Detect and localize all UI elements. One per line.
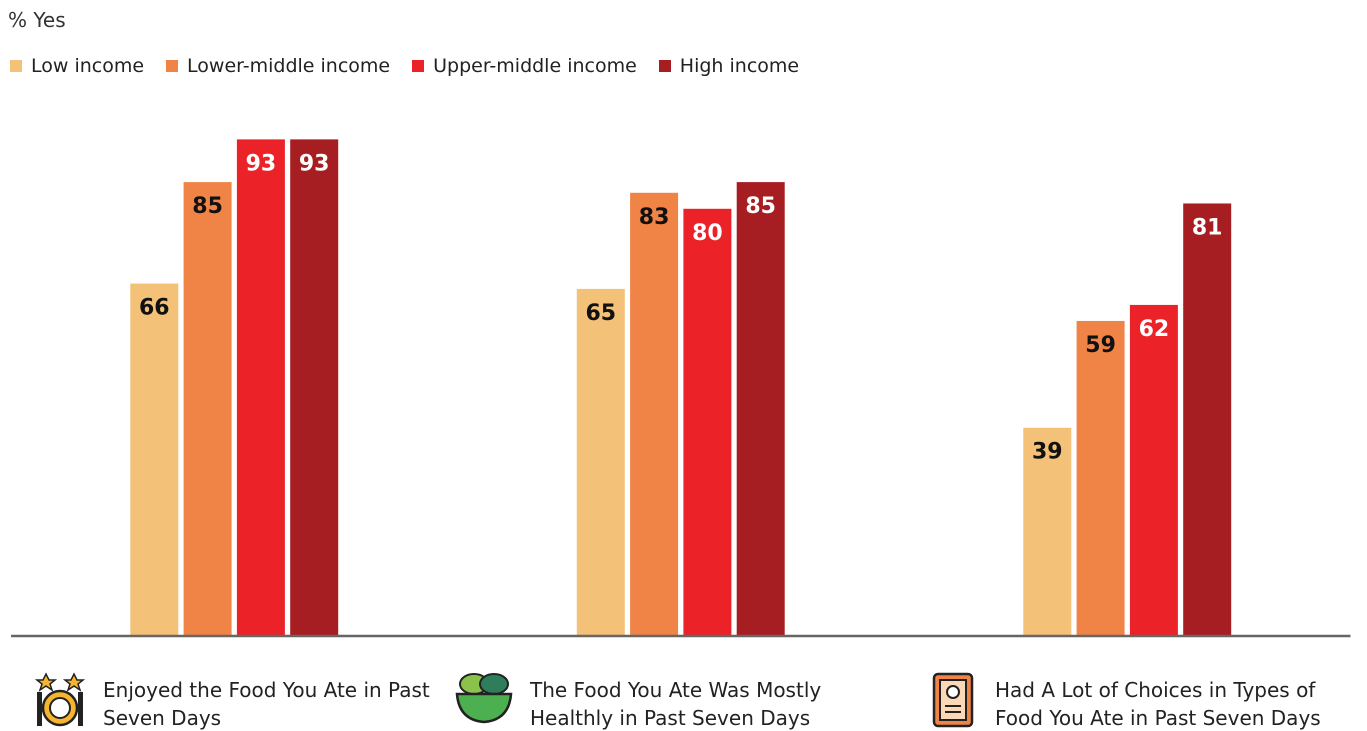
bar xyxy=(736,182,785,636)
icon-plate xyxy=(34,672,86,727)
bar xyxy=(290,139,339,636)
data-label: 85 xyxy=(745,194,776,219)
legend-swatch xyxy=(412,60,425,72)
legend: Low income Lower-middle income Upper-middl… xyxy=(10,55,799,77)
legend-label: Upper-middle income xyxy=(433,55,637,77)
legend-label: High income xyxy=(679,55,800,77)
x-tick-label: The Food You Ate Was Mostly Healthly in … xyxy=(530,678,822,730)
data-label: 80 xyxy=(692,221,723,246)
data-label: 93 xyxy=(246,151,277,176)
legend-item: Low income xyxy=(10,55,144,77)
data-label: 83 xyxy=(639,205,670,230)
y-axis-label: % Yes xyxy=(8,8,66,32)
icon-menu xyxy=(932,672,974,728)
bar xyxy=(1076,320,1125,636)
bar xyxy=(1129,304,1178,636)
bar xyxy=(183,182,232,636)
data-label: 81 xyxy=(1192,215,1223,240)
legend-item: Upper-middle income xyxy=(412,55,637,77)
data-label: 59 xyxy=(1085,333,1116,358)
legend-label: Low income xyxy=(31,55,145,77)
data-label: 62 xyxy=(1139,317,1170,342)
bar xyxy=(236,139,285,636)
bar xyxy=(576,288,625,636)
legend-swatch xyxy=(166,60,179,72)
legend-swatch xyxy=(10,60,22,72)
legend-swatch xyxy=(658,60,671,72)
legend-label: Lower-middle income xyxy=(187,55,391,77)
icon-salad xyxy=(455,673,513,724)
legend-item: Lower-middle income xyxy=(166,55,390,77)
bar xyxy=(630,192,679,636)
bar xyxy=(683,208,732,637)
data-label: 65 xyxy=(585,301,616,326)
data-label: 39 xyxy=(1032,440,1063,465)
bar xyxy=(1183,203,1232,636)
legend-item: High income xyxy=(658,55,800,77)
x-tick-label: Enjoyed the Food You Ate in Past Seven D… xyxy=(103,678,430,730)
data-label: 93 xyxy=(299,151,330,176)
data-label: 66 xyxy=(139,296,170,321)
data-label: 85 xyxy=(192,194,223,219)
bar xyxy=(1023,427,1072,636)
bar xyxy=(130,283,179,636)
x-tick-label: Had A Lot of Choices in Types of Food Yo… xyxy=(995,678,1321,730)
